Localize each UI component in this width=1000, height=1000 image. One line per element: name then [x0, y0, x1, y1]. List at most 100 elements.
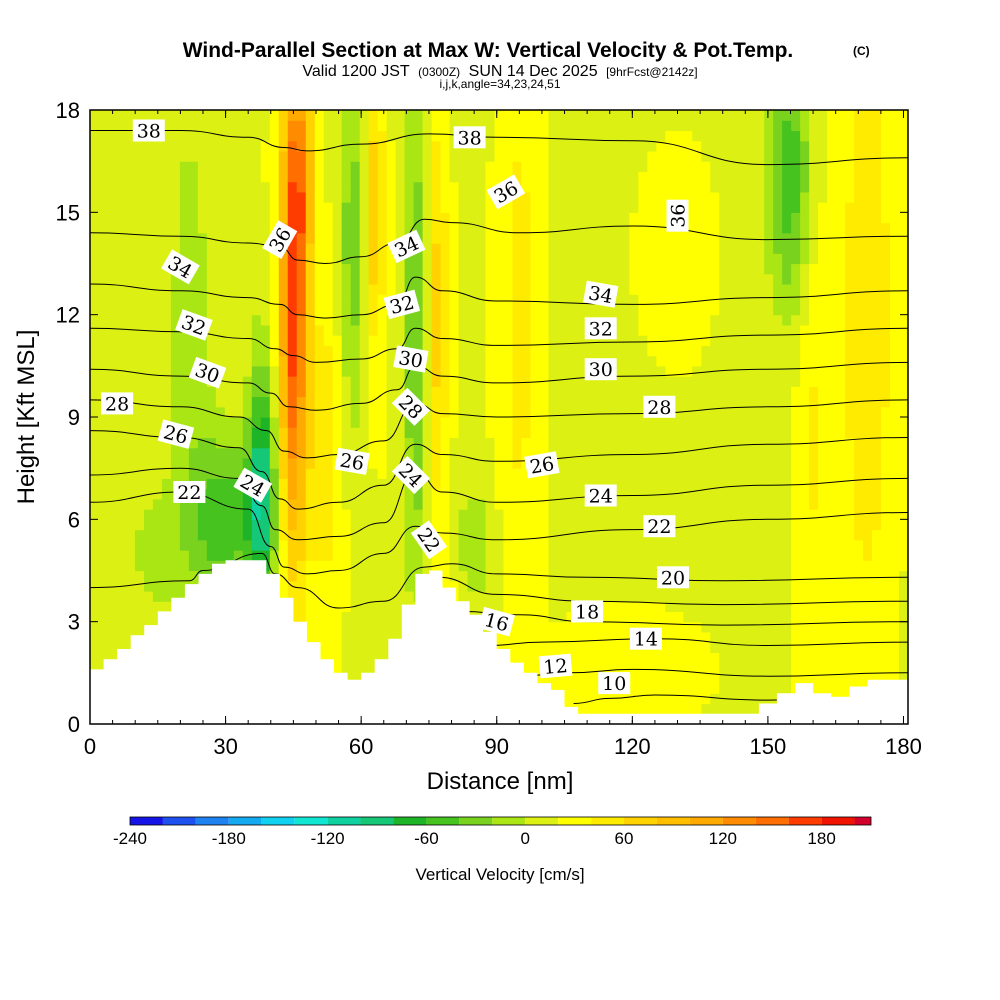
- velocity-cell: [242, 457, 253, 469]
- velocity-cell: [584, 683, 594, 694]
- velocity-cell: [143, 417, 154, 428]
- velocity-cell: [800, 130, 810, 142]
- velocity-cell: [800, 120, 810, 132]
- velocity-cell: [233, 355, 244, 367]
- velocity-cell: [773, 304, 783, 316]
- velocity-cell: [629, 693, 639, 705]
- velocity-cell: [431, 335, 442, 346]
- velocity-cell: [188, 427, 199, 439]
- velocity-cell: [116, 601, 127, 613]
- velocity-cell: [764, 437, 774, 449]
- velocity-cell: [296, 355, 307, 367]
- velocity-cell: [143, 550, 154, 561]
- velocity-cell: [647, 427, 657, 439]
- velocity-cell: [746, 335, 756, 346]
- velocity-cell: [197, 386, 208, 398]
- velocity-cell: [323, 120, 334, 132]
- velocity-cell: [737, 406, 747, 418]
- velocity-cell: [692, 488, 702, 500]
- velocity-cell: [521, 498, 532, 510]
- velocity-cell: [296, 570, 307, 582]
- velocity-cell: [485, 386, 496, 398]
- velocity-cell: [116, 611, 127, 623]
- velocity-cell: [242, 376, 253, 387]
- velocity-cell: [368, 529, 379, 541]
- velocity-cell: [90, 601, 100, 613]
- velocity-cell: [296, 171, 307, 183]
- velocity-cell: [341, 283, 352, 295]
- velocity-cell: [566, 457, 577, 469]
- velocity-cell: [773, 150, 783, 162]
- velocity-cell: [557, 580, 568, 592]
- velocity-cell: [584, 590, 594, 602]
- velocity-cell: [656, 652, 666, 664]
- velocity-cell: [386, 355, 397, 367]
- velocity-cell: [413, 263, 424, 275]
- velocity-cell: [800, 191, 810, 203]
- velocity-cell: [557, 120, 568, 132]
- velocity-cell: [215, 498, 226, 510]
- velocity-cell: [368, 191, 379, 203]
- velocity-cell: [593, 110, 603, 121]
- velocity-cell: [764, 212, 774, 224]
- velocity-cell: [404, 335, 415, 346]
- velocity-cell: [557, 161, 568, 172]
- velocity-cell: [773, 181, 783, 193]
- velocity-cell: [197, 529, 208, 541]
- velocity-cell: [188, 509, 199, 520]
- velocity-cell: [674, 243, 684, 254]
- velocity-cell: [467, 550, 478, 561]
- velocity-cell: [548, 355, 559, 367]
- velocity-cell: [377, 181, 388, 193]
- velocity-cell: [143, 580, 154, 592]
- velocity-cell: [458, 498, 469, 510]
- velocity-cell: [296, 580, 307, 592]
- velocity-cell: [557, 324, 568, 336]
- velocity-cell: [206, 498, 217, 510]
- velocity-cell: [260, 437, 271, 449]
- velocity-cell: [656, 601, 666, 613]
- velocity-cell: [386, 140, 397, 152]
- velocity-cell: [431, 222, 442, 234]
- velocity-cell: [368, 478, 379, 490]
- velocity-cell: [647, 611, 657, 623]
- velocity-cell: [485, 314, 496, 326]
- velocity-cell: [332, 406, 343, 418]
- velocity-cell: [440, 355, 451, 367]
- velocity-cell: [278, 171, 289, 183]
- velocity-cell: [179, 283, 190, 295]
- velocity-cell: [701, 703, 711, 715]
- velocity-cell: [98, 498, 109, 510]
- velocity-cell: [323, 631, 334, 643]
- velocity-cell: [458, 580, 469, 592]
- velocity-cell: [233, 519, 244, 531]
- velocity-cell: [809, 191, 819, 203]
- velocity-cell: [134, 140, 145, 152]
- velocity-cell: [467, 202, 478, 213]
- velocity-cell: [719, 304, 729, 316]
- velocity-cell: [98, 529, 109, 541]
- velocity-cell: [179, 376, 190, 387]
- velocity-cell: [314, 417, 325, 428]
- velocity-cell: [107, 212, 118, 224]
- velocity-cell: [161, 468, 172, 479]
- velocity-cell: [764, 273, 774, 285]
- velocity-cell: [278, 406, 289, 418]
- velocity-cell: [242, 304, 253, 316]
- velocity-cell: [449, 273, 460, 285]
- velocity-cell: [386, 150, 397, 162]
- velocity-cell: [422, 560, 433, 572]
- velocity-cell: [359, 355, 370, 367]
- velocity-cell: [800, 181, 810, 193]
- velocity-cell: [476, 345, 487, 357]
- velocity-cell: [386, 202, 397, 213]
- velocity-cell: [404, 273, 415, 285]
- velocity-cell: [593, 140, 603, 152]
- velocity-cell: [170, 386, 181, 398]
- velocity-cell: [746, 519, 756, 531]
- velocity-cell: [143, 202, 154, 213]
- velocity-cell: [521, 642, 532, 653]
- velocity-cell: [773, 324, 783, 336]
- velocity-cell: [449, 417, 460, 428]
- velocity-cell: [215, 324, 226, 336]
